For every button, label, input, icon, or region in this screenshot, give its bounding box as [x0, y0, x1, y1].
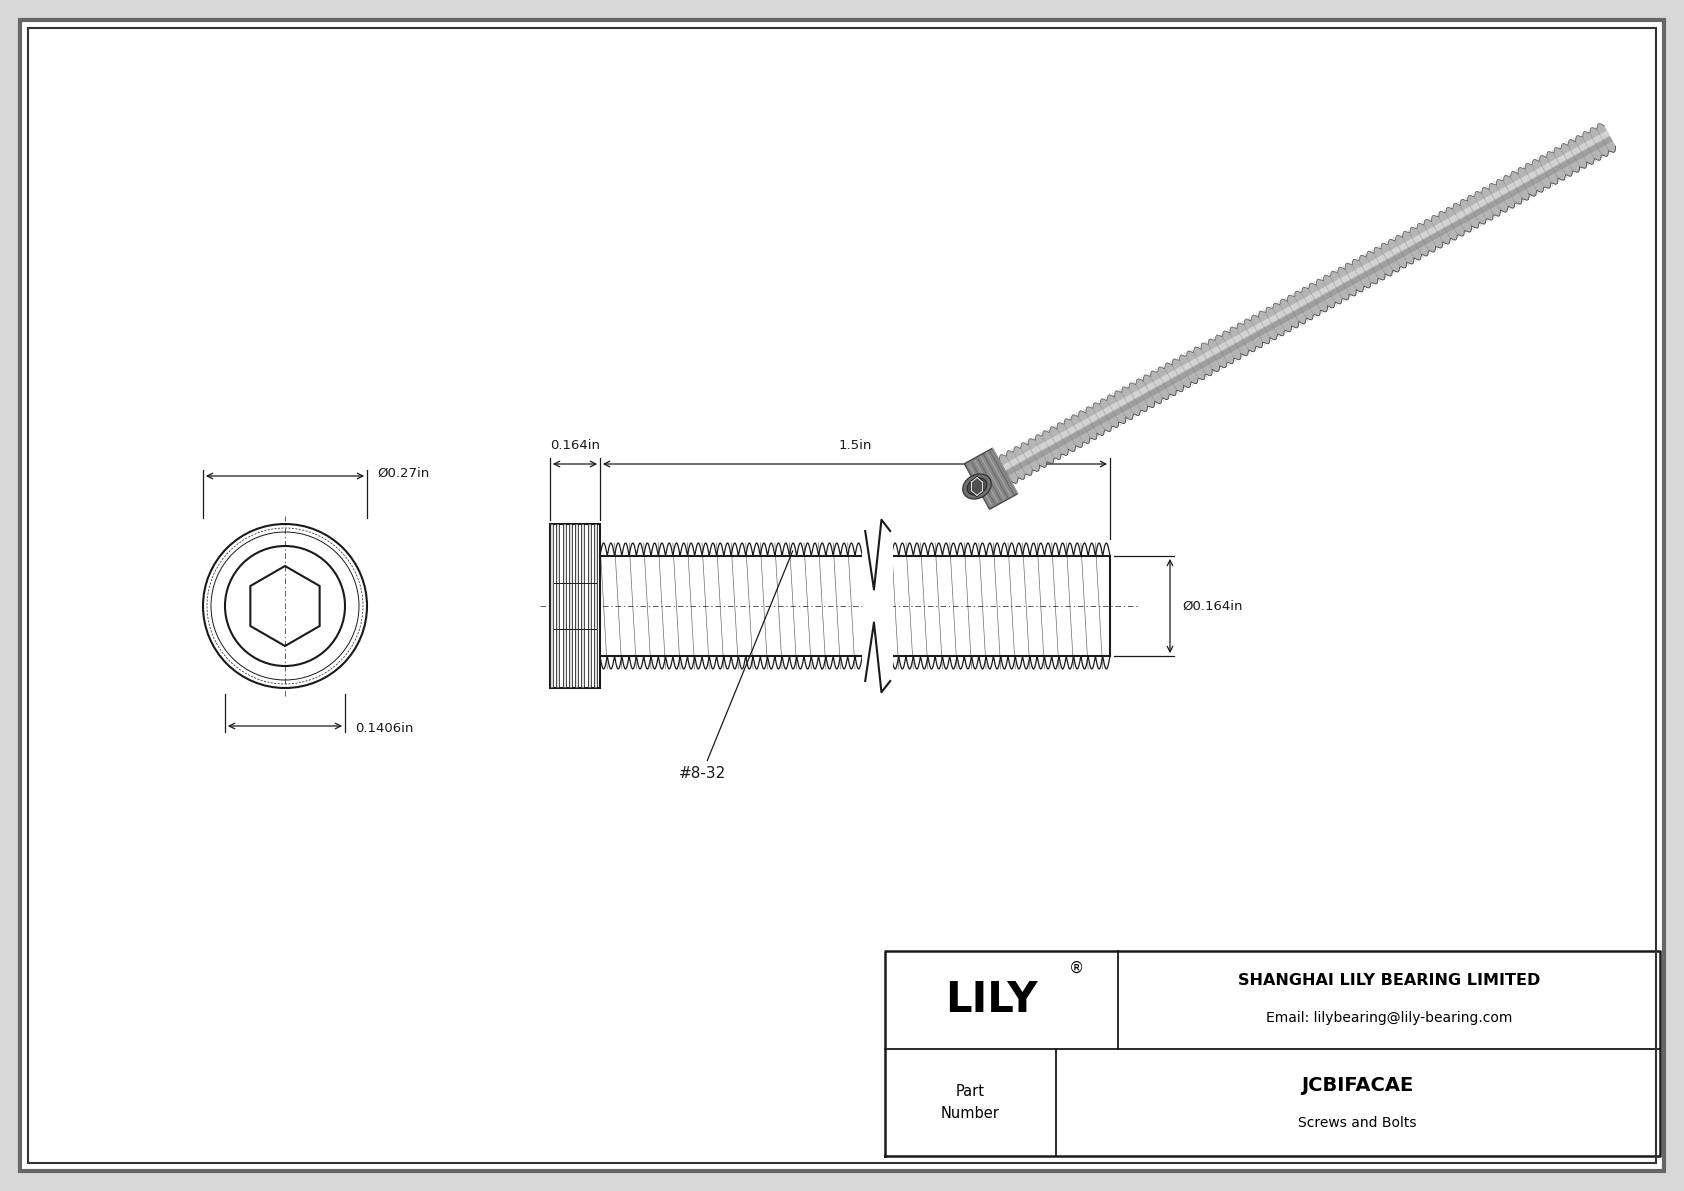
- Bar: [551, 524, 552, 688]
- Text: SHANGHAI LILY BEARING LIMITED: SHANGHAI LILY BEARING LIMITED: [1238, 973, 1539, 987]
- Text: Screws and Bolts: Screws and Bolts: [1298, 1116, 1416, 1130]
- Polygon shape: [999, 124, 1615, 484]
- Bar: [862, 526, 893, 686]
- Text: 0.1406in: 0.1406in: [355, 723, 413, 736]
- Bar: [556, 524, 559, 688]
- Ellipse shape: [967, 478, 987, 495]
- Bar: [574, 524, 578, 688]
- Bar: [588, 524, 591, 688]
- Bar: [581, 524, 584, 688]
- Text: JCBIFACAE: JCBIFACAE: [1302, 1077, 1415, 1096]
- Text: ®: ®: [1069, 961, 1084, 975]
- Polygon shape: [1002, 131, 1610, 470]
- Polygon shape: [1005, 137, 1613, 476]
- Text: Email: lilybearing@lily-bearing.com: Email: lilybearing@lily-bearing.com: [1266, 1011, 1512, 1025]
- Text: 0.164in: 0.164in: [551, 439, 600, 453]
- Bar: [551, 524, 600, 688]
- Text: Ø0.164in: Ø0.164in: [1182, 599, 1243, 612]
- Ellipse shape: [963, 474, 992, 499]
- Text: LILY: LILY: [945, 979, 1037, 1021]
- Bar: [562, 524, 566, 688]
- Text: #8-32: #8-32: [679, 550, 793, 781]
- Text: Ø0.27in: Ø0.27in: [377, 467, 429, 480]
- Bar: [594, 524, 596, 688]
- Text: Part
Number: Part Number: [941, 1084, 1000, 1121]
- Bar: [569, 524, 573, 688]
- Polygon shape: [965, 448, 1017, 510]
- Text: 1.5in: 1.5in: [839, 439, 872, 453]
